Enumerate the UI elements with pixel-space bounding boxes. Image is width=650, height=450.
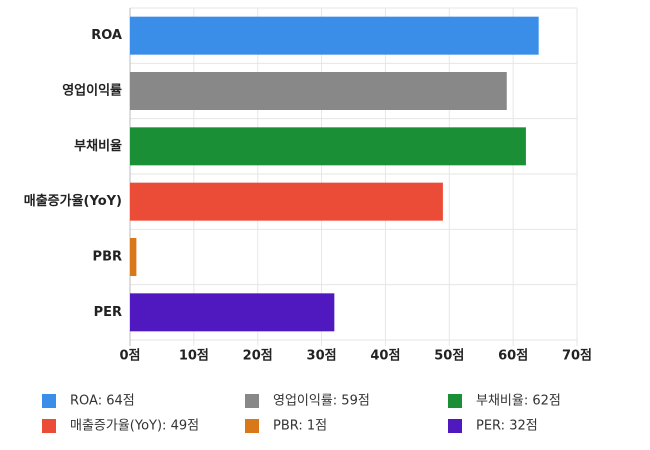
y-tick-label: PER [94, 305, 122, 320]
x-tick-label: 70점 [562, 349, 592, 364]
x-tick-label: 10점 [179, 349, 209, 364]
legend-label: 영업이익률: 59점 [273, 394, 370, 409]
bar [130, 16, 539, 55]
y-tick-label: 영업이익률 [62, 83, 122, 99]
legend-label: ROA: 64점 [70, 394, 135, 409]
x-tick-label: 40점 [370, 349, 400, 364]
bar [130, 72, 507, 110]
x-tick-label: 50점 [434, 349, 464, 364]
legend-swatch [448, 394, 462, 408]
legend-label: 부채비율: 62점 [476, 394, 561, 409]
legend-label: PER: 32점 [476, 419, 538, 434]
y-tick-label: PBR [93, 250, 122, 265]
bar [130, 182, 443, 221]
bar [130, 293, 335, 332]
x-tick-label: 20점 [243, 349, 273, 364]
bar [130, 238, 137, 276]
x-tick-label: 60점 [498, 349, 528, 364]
legend-swatch [245, 394, 259, 408]
y-tick-label: ROA [91, 28, 122, 43]
x-tick-label: 30점 [307, 349, 337, 364]
legend-swatch [42, 419, 56, 433]
x-tick-label: 0점 [119, 349, 140, 364]
y-tick-label: 부채비율 [74, 138, 122, 154]
y-tick-label: 매출증가율(YoY) [24, 193, 122, 209]
bar [130, 127, 526, 166]
legend-swatch [245, 419, 259, 433]
legend-label: 매출증가율(YoY): 49점 [70, 419, 199, 434]
legend-label: PBR: 1점 [273, 419, 327, 434]
legend-swatch [42, 394, 56, 408]
legend-swatch [448, 419, 462, 433]
